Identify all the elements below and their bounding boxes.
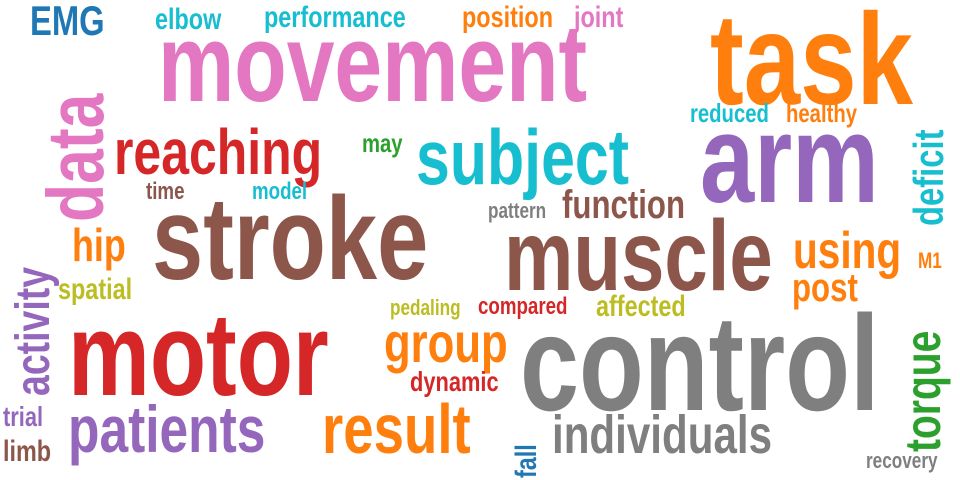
word-stroke: stroke [152,173,429,305]
word-may: may [362,128,403,158]
word-arm: arm [700,90,879,229]
word-model: model [252,178,308,205]
word-hip: hip [72,219,126,271]
word-reaching: reaching [114,116,323,188]
word-result: result [322,390,471,468]
word-position: position [462,1,553,34]
word-compared: compared [478,293,568,320]
word-movement: movement [158,2,588,125]
word-joint: joint [574,1,624,34]
word-torque: torque [895,330,951,452]
word-M1: M1 [918,248,942,273]
word-fall: fall [510,444,543,478]
word-data: data [31,93,120,222]
word-activity: activity [7,266,60,396]
word-trial: trial [3,401,44,432]
word-pattern: pattern [488,198,547,223]
word-dynamic: dynamic [410,366,499,397]
word-post: post [792,266,858,310]
word-elbow: elbow [155,3,222,36]
word-reduced: reduced [690,98,769,128]
word-recovery: recovery [866,448,938,473]
word-using: using [793,222,902,280]
word-healthy: healthy [786,98,858,128]
word-spatial: spatial [58,273,133,306]
word-patients: patients [68,392,266,466]
word-limb: limb [3,435,52,468]
word-group: group [384,311,508,374]
word-pedaling: pedaling [390,295,461,320]
word-control: control [520,287,880,439]
word-subject: subject [416,113,630,201]
word-task: task [710,0,913,132]
word-motor: motor [68,289,329,421]
word-muscle: muscle [504,200,773,312]
word-function: function [562,183,686,227]
word-deficit: deficit [905,129,952,226]
word-EMG: EMG [30,0,105,44]
word-performance: performance [264,1,406,34]
word-time: time [146,178,185,205]
word-affected: affected [596,290,686,323]
word-individuals: individuals [552,405,773,465]
